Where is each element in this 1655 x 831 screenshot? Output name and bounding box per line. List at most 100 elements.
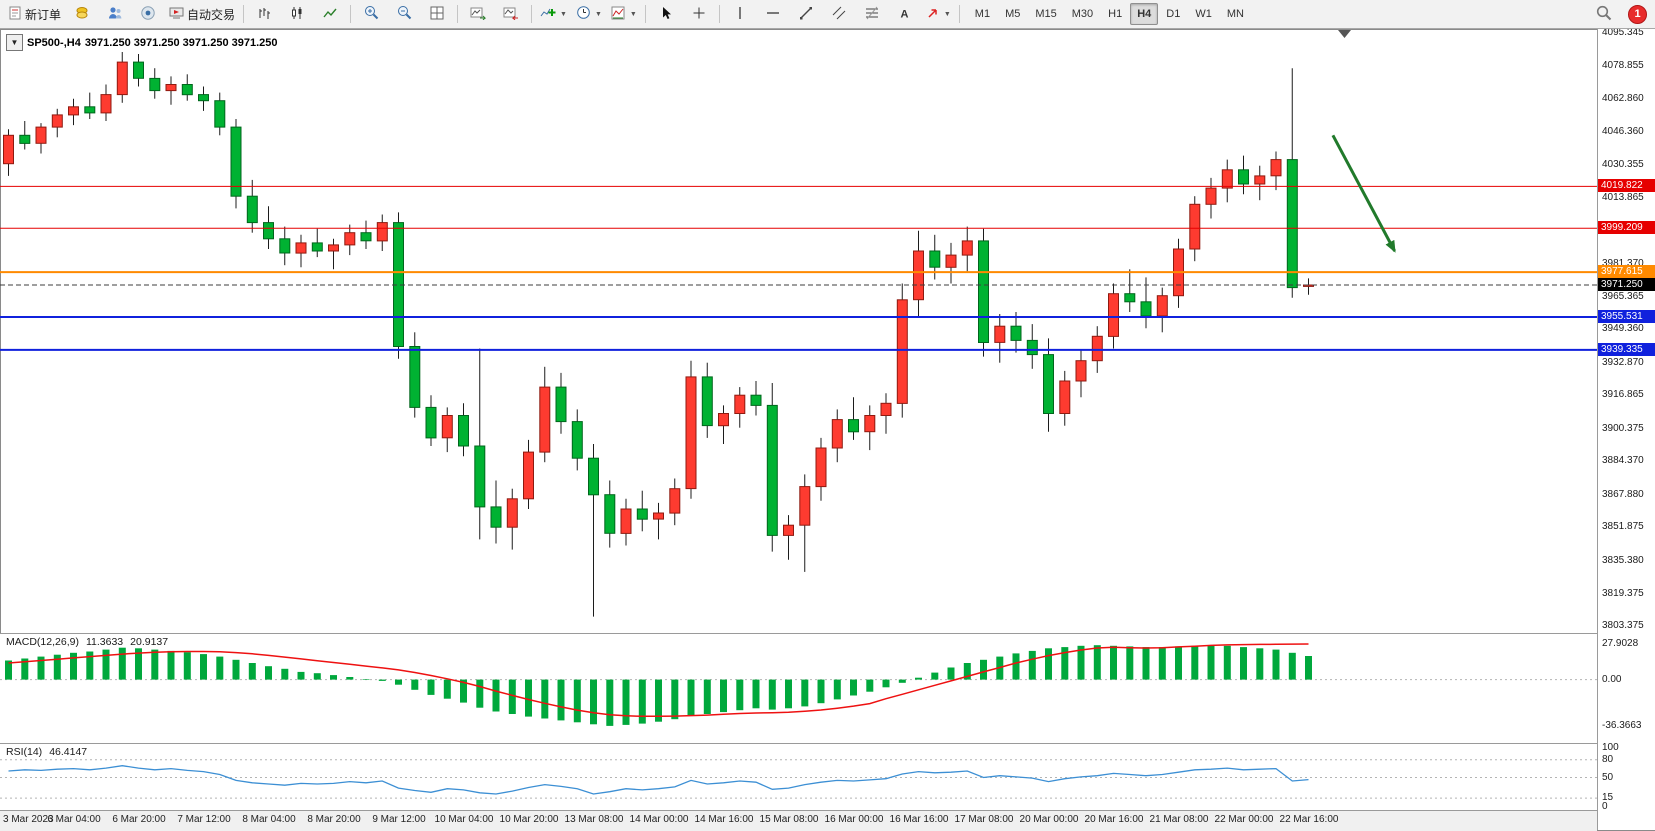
autotrading-button[interactable]: 自动交易 — [165, 1, 239, 27]
text-button[interactable]: A — [889, 1, 921, 27]
horizontal-line-button[interactable] — [757, 1, 789, 27]
time-axis-label: 20 Mar 16:00 — [1084, 814, 1144, 825]
toolbar-separator — [243, 5, 245, 23]
one-click-trading-toggle[interactable]: ▼ — [6, 34, 23, 51]
macd-main-value: 11.3633 — [85, 636, 124, 648]
price-axis-label: 3803.375 — [1602, 620, 1644, 631]
candlesticks — [3, 52, 1314, 617]
price-tag: 3977.615 — [1598, 265, 1655, 278]
chart-shift-icon — [503, 6, 519, 23]
vertical-line-button[interactable] — [724, 1, 756, 27]
price-axis-label: 3900.375 — [1602, 423, 1644, 434]
price-chart-canvas[interactable] — [0, 29, 1597, 633]
cursor-button[interactable] — [650, 1, 682, 27]
rsi-indicator-header: RSI(14) 46.4147 — [6, 746, 87, 758]
new-order-icon — [8, 6, 22, 23]
time-axis-label: 21 Mar 08:00 — [1149, 814, 1209, 825]
rsi-value: 46.4147 — [49, 746, 88, 758]
chevron-down-icon: ▼ — [943, 10, 951, 18]
timeframe-m5[interactable]: M5 — [1005, 8, 1021, 20]
time-axis[interactable]: 3 Mar 2023 6 Mar 04:00 6 Mar 20:00 7 Mar 12… — [0, 810, 1597, 831]
rsi-panel-canvas[interactable] — [0, 743, 1597, 811]
timeframe-m1[interactable]: M1 — [974, 8, 991, 20]
auto-scroll-button[interactable] — [462, 1, 494, 27]
new-order-label: 新订单 — [25, 7, 62, 22]
time-axis-label: 7 Mar 12:00 — [177, 814, 231, 825]
time-axis-label: 10 Mar 04:00 — [434, 814, 494, 825]
notification-badge[interactable]: 1 — [1628, 4, 1647, 24]
clock-icon — [576, 5, 591, 23]
trendline-icon — [799, 6, 813, 23]
candlestick-icon — [290, 6, 304, 23]
macd-histogram — [5, 645, 1312, 726]
line-chart-button[interactable] — [314, 1, 346, 27]
bar-chart-button[interactable] — [248, 1, 280, 27]
timeframe-m15[interactable]: M15 — [1035, 8, 1057, 20]
signals-button[interactable] — [132, 1, 164, 27]
crosshair-icon — [692, 6, 706, 23]
macd-signal-line — [8, 643, 1309, 718]
signal-icon — [140, 5, 156, 24]
time-axis-label: 3 Mar 2023 — [3, 814, 54, 825]
macd-panel-canvas[interactable] — [0, 633, 1597, 744]
rsi-axis-label: 0 — [1602, 801, 1608, 812]
toolbar-separator — [350, 5, 352, 23]
price-tag: 3939.335 — [1598, 343, 1655, 356]
price-axis-label: 3965.365 — [1602, 291, 1644, 302]
indicators-button[interactable]: ▼ — [536, 1, 571, 27]
price-tag: 3955.531 — [1598, 310, 1655, 323]
templates-button[interactable]: ▼ — [607, 1, 641, 27]
search-button[interactable] — [1588, 1, 1620, 27]
chart-shift-button[interactable] — [495, 1, 527, 27]
time-axis-label: 22 Mar 16:00 — [1279, 814, 1339, 825]
new-order-button[interactable]: 新订单 — [4, 1, 65, 27]
macd-axis-label: 27.9028 — [1602, 638, 1639, 649]
timeframe-w1[interactable]: W1 — [1195, 8, 1212, 20]
periods-button[interactable]: ▼ — [572, 1, 606, 27]
tile-windows-button[interactable] — [421, 1, 453, 27]
timeframe-h4[interactable]: H4 — [1130, 3, 1159, 25]
zoom-in-icon — [364, 5, 379, 23]
trendline-button[interactable] — [790, 1, 822, 27]
arrows-button[interactable]: ▼ — [922, 1, 955, 27]
crosshair-button[interactable] — [683, 1, 715, 27]
macd-axis-label: -36.3663 — [1602, 720, 1642, 731]
time-axis-label: 14 Mar 00:00 — [629, 814, 689, 825]
trend-arrow-annotation[interactable] — [1331, 134, 1396, 253]
macd-signal-value: 20.9137 — [130, 636, 169, 648]
text-icon: A — [898, 6, 911, 23]
price-axis-label: 4078.855 — [1602, 60, 1644, 71]
macd-indicator-header: MACD(12,26,9) 11.3633 20.9137 — [6, 636, 168, 648]
navigator-button[interactable] — [99, 1, 131, 27]
timeframe-d1[interactable]: D1 — [1166, 8, 1181, 20]
channel-button[interactable] — [823, 1, 855, 27]
price-axis-label: 4046.360 — [1602, 126, 1644, 137]
fibonacci-button[interactable] — [856, 1, 888, 27]
zoom-in-button[interactable] — [355, 1, 387, 27]
candlestick-chart-button[interactable] — [281, 1, 313, 27]
time-axis-label: 8 Mar 20:00 — [307, 814, 361, 825]
zoom-out-button[interactable] — [388, 1, 420, 27]
price-tag: 4019.822 — [1598, 179, 1655, 192]
chart-shift-marker[interactable] — [1338, 30, 1351, 38]
timeframe-m30[interactable]: M30 — [1071, 8, 1094, 20]
time-axis-label: 6 Mar 20:00 — [112, 814, 166, 825]
autotrading-label: 自动交易 — [187, 7, 236, 22]
zoom-out-icon — [397, 5, 412, 23]
rsi-axis-label: 100 — [1602, 742, 1619, 753]
price-axis[interactable]: 4095.345 4078.855 4062.860 4046.360 4030.355… — [1597, 27, 1655, 830]
market-watch-button[interactable] — [66, 1, 98, 27]
price-tag: 3999.209 — [1598, 221, 1655, 234]
line-chart-icon — [323, 6, 337, 23]
time-axis-label: 6 Mar 04:00 — [47, 814, 101, 825]
market-watch-icon — [74, 5, 90, 24]
rsi-axis-label: 80 — [1602, 754, 1614, 765]
timeframe-h1[interactable]: H1 — [1108, 8, 1123, 20]
macd-axis-label: 0.00 — [1602, 674, 1622, 685]
vertical-line-icon — [734, 6, 746, 23]
rsi-axis-label: 15 — [1602, 792, 1614, 803]
timeframe-mn[interactable]: MN — [1226, 8, 1244, 20]
toolbar-separator — [457, 5, 459, 23]
price-axis-label: 3916.865 — [1602, 389, 1644, 400]
rsi-line — [8, 765, 1309, 795]
